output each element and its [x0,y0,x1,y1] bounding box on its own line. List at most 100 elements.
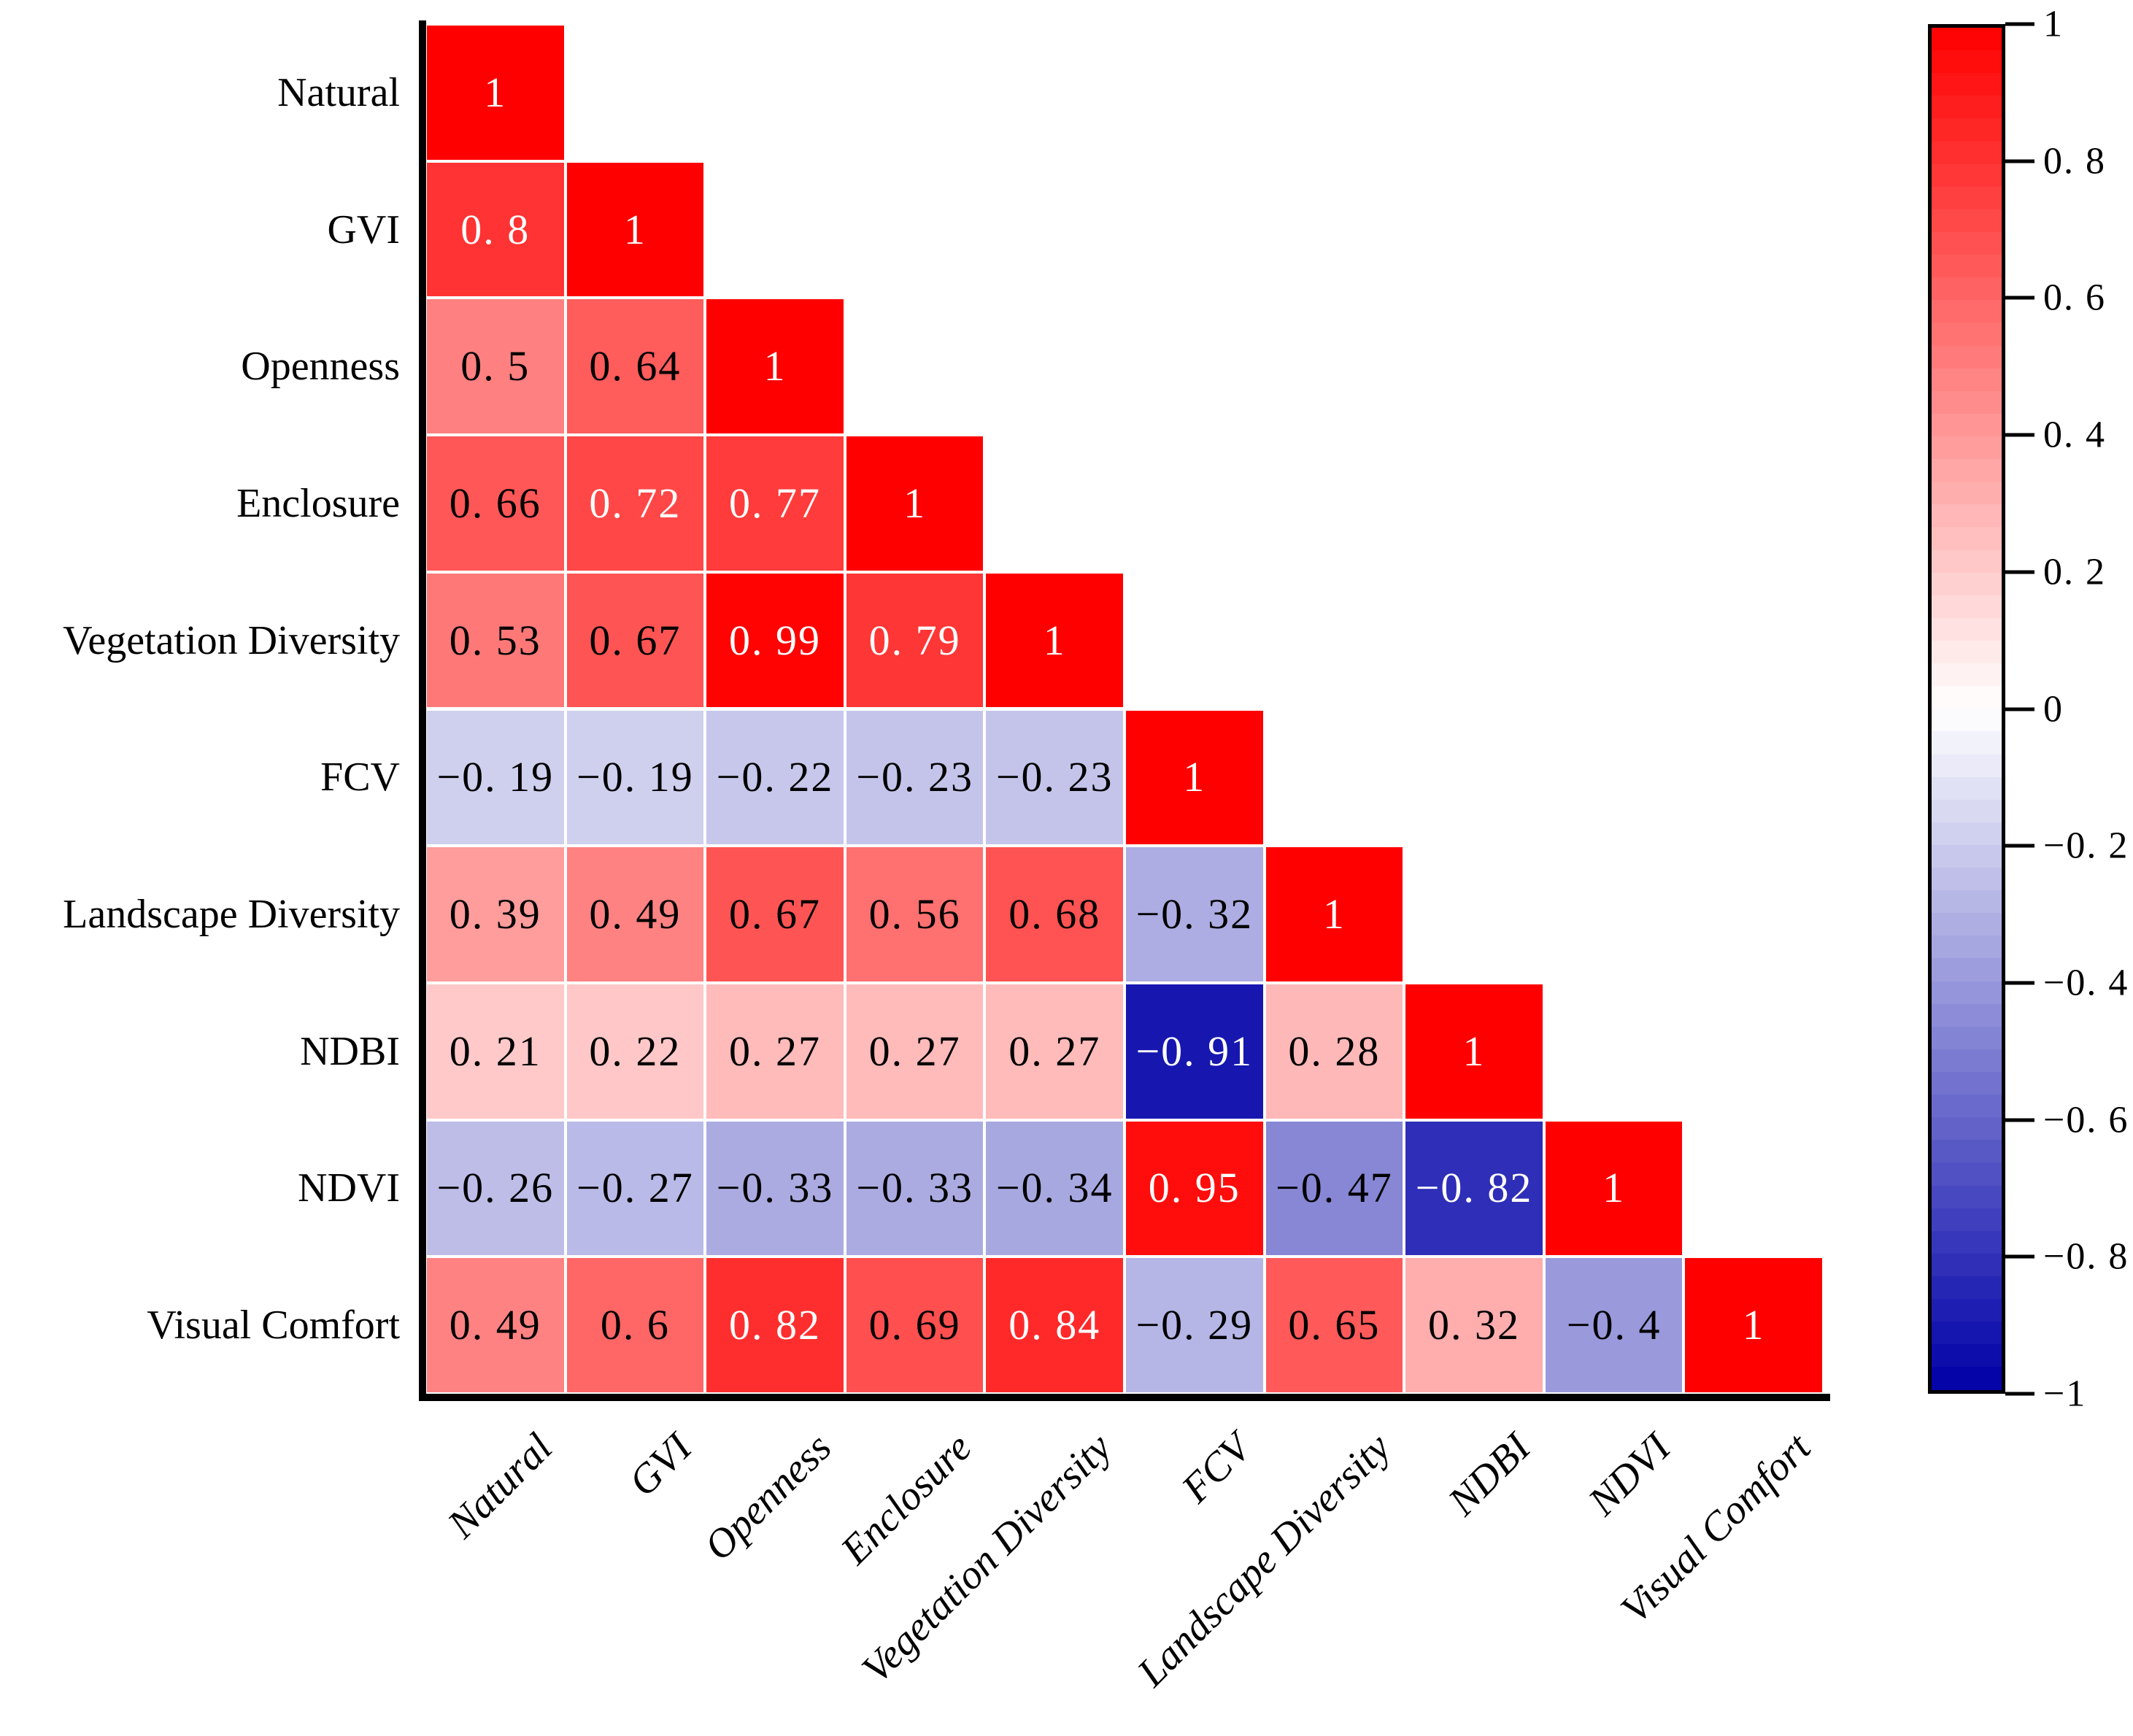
heatmap-cell-gvi-x-gvi: 1 [565,161,706,298]
colorbar-step [1932,799,2002,822]
heatmap-cell-ndvi-x-openness: −0. 33 [705,1119,845,1257]
colorbar-tick [2005,159,2034,163]
heatmap-cell-visual-comfort-x-fcv: −0. 29 [1125,1257,1265,1394]
colorbar-step [1932,754,2002,777]
colorbar-step [1932,277,2002,301]
colorbar-step [1932,1003,2002,1027]
y-tick-label-gvi: GVI [327,207,400,252]
x-tick-label-vegetation-diversity: Vegetation Diversity [852,1424,1120,1692]
colorbar-step [1932,868,2002,891]
colorbar-step [1932,96,2002,119]
x-tick-label-natural: Natural [439,1424,561,1547]
y-tick-label-landscape-diversity: Landscape Diversity [63,892,400,938]
colorbar-step [1932,663,2002,687]
heatmap-cell-visual-comfort-x-vegetation-diversity: 0. 84 [984,1257,1125,1394]
heatmap-cell-enclosure-x-openness: 0. 77 [705,435,845,572]
x-tick-label-openness: Openness [695,1424,841,1570]
x-tick-label-gvi: GVI [620,1424,701,1505]
colorbar-tick-label: −0. 8 [2043,1235,2129,1278]
colorbar-step [1932,390,2002,414]
colorbar-step [1932,549,2002,573]
y-tick-label-openness: Openness [241,344,400,390]
heatmap-cell-ndvi-x-fcv: 0. 95 [1125,1119,1265,1257]
heatmap-cell-landscape-diversity-x-gvi: 0. 49 [565,846,706,983]
heatmap-cell-visual-comfort-x-openness: 0. 82 [705,1257,845,1394]
y-tick-label-natural: Natural [277,69,400,115]
heatmap-cell-ndvi-x-ndbi: −0. 82 [1404,1119,1544,1257]
colorbar-step [1932,1095,2002,1118]
heatmap-cell-ndvi-x-natural: −0. 26 [425,1119,566,1257]
heatmap-cell-landscape-diversity-x-fcv: −0. 32 [1125,846,1265,983]
heatmap-cell-visual-comfort-x-enclosure: 0. 69 [844,1257,985,1394]
colorbar-step [1932,118,2002,142]
x-axis-line [419,1394,1830,1401]
x-tick-label-enclosure: Enclosure [832,1424,981,1573]
colorbar-step [1932,1344,2002,1367]
colorbar-tick [2005,707,2034,711]
colorbar-step [1932,1299,2002,1322]
heatmap-cell-visual-comfort-x-visual-comfort: 1 [1683,1257,1824,1394]
heatmap-cell-vegetation-diversity-x-enclosure: 0. 79 [844,571,985,709]
heatmap-cell-landscape-diversity-x-vegetation-diversity: 0. 68 [984,846,1125,983]
colorbar-step [1932,504,2002,528]
colorbar-tick [2005,844,2034,848]
heatmap-cell-fcv-x-gvi: −0. 19 [565,709,706,846]
colorbar-tick [2005,296,2034,300]
colorbar-step [1932,913,2002,936]
colorbar-step [1932,231,2002,255]
colorbar-tick [2005,570,2034,574]
colorbar-step [1932,1117,2002,1141]
heatmap-cell-enclosure-x-gvi: 0. 72 [565,435,706,572]
heatmap-cell-visual-comfort-x-ndbi: 0. 32 [1404,1257,1544,1394]
colorbar-tick [2005,1118,2034,1122]
colorbar-tick-label: −0. 4 [2043,962,2129,1004]
colorbar-step [1932,709,2002,732]
colorbar-step [1932,731,2002,755]
colorbar-tick-label: −0. 6 [2043,1099,2129,1141]
colorbar-step [1932,890,2002,914]
heatmap-cell-vegetation-diversity-x-natural: 0. 53 [425,571,566,709]
colorbar-step [1932,28,2002,51]
colorbar-step [1932,459,2002,482]
heatmap-cell-fcv-x-natural: −0. 19 [425,709,566,846]
heatmap-cell-visual-comfort-x-gvi: 0. 6 [565,1257,706,1394]
colorbar-tick-label: 0 [2043,688,2064,730]
heatmap-cell-ndbi-x-openness: 0. 27 [705,982,845,1120]
y-axis-line [419,20,426,1401]
heatmap-cell-ndbi-x-natural: 0. 21 [425,982,566,1120]
x-tick-label-landscape-diversity: Landscape Diversity [1129,1424,1400,1696]
y-tick-label-ndbi: NDBI [300,1028,400,1074]
heatmap-cell-vegetation-diversity-x-gvi: 0. 67 [565,571,706,709]
colorbar-step [1932,1185,2002,1208]
heatmap-cell-ndvi-x-landscape-diversity: −0. 47 [1264,1119,1405,1257]
colorbar-tick [2005,22,2034,26]
colorbar-tick [2005,1392,2034,1396]
colorbar-step [1932,1072,2002,1095]
heatmap-cell-ndbi-x-landscape-diversity: 0. 28 [1264,982,1405,1120]
colorbar-step [1932,413,2002,436]
colorbar-step [1932,1367,2002,1390]
heatmap-cell-gvi-x-natural: 0. 8 [425,161,566,298]
heatmap-cell-fcv-x-fcv: 1 [1125,709,1265,846]
colorbar-tick [2005,981,2034,985]
heatmap-cell-ndvi-x-enclosure: −0. 33 [844,1119,985,1257]
colorbar-tick-label: −1 [2043,1373,2087,1415]
colorbar-tick-label: 0. 6 [2043,277,2106,319]
colorbar-step [1932,255,2002,278]
heatmap-cell-landscape-diversity-x-natural: 0. 39 [425,846,566,983]
heatmap-cell-natural-x-natural: 1 [425,24,566,161]
heatmap-cell-fcv-x-openness: −0. 22 [705,709,845,846]
colorbar-tick [2005,433,2034,437]
colorbar-step [1932,527,2002,550]
colorbar-step [1932,572,2002,595]
heatmap-cell-fcv-x-enclosure: −0. 23 [844,709,985,846]
colorbar-step [1932,436,2002,460]
colorbar-step [1932,617,2002,641]
heatmap-cell-ndvi-x-vegetation-diversity: −0. 34 [984,1119,1125,1257]
colorbar-step [1932,822,2002,845]
colorbar-tick-label: −0. 2 [2043,825,2129,867]
heatmap-cell-enclosure-x-enclosure: 1 [844,435,985,572]
colorbar-step [1932,186,2002,209]
colorbar-tick-label: 0. 8 [2043,140,2106,182]
